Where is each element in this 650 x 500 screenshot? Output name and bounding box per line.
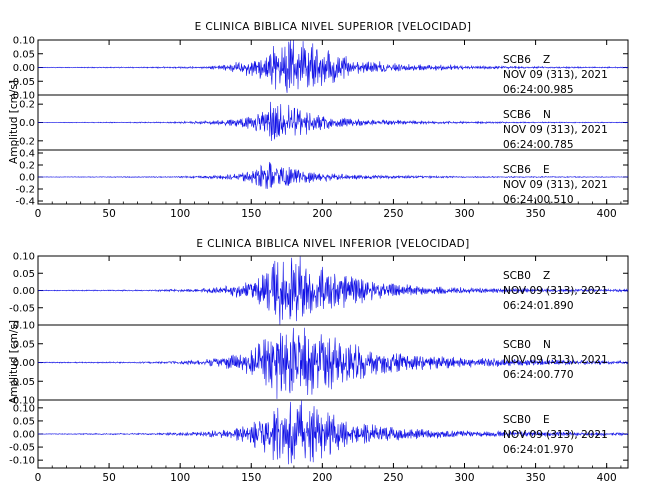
trace-info: SCB6 Z NOV 09 (313), 2021 06:24:00.985 (503, 54, 608, 96)
y-tick-label: 0.05 (13, 49, 35, 60)
chart-1: E CLINICA BIBLICA NIVEL SUPERIOR [VELOCI… (8, 21, 629, 220)
record-time: 06:24:00.985 (503, 84, 574, 96)
y-tick-label: 0.10 (13, 252, 35, 263)
x-tick-label: 100 (170, 208, 190, 220)
record-date: NOV 09 (313), 2021 (503, 179, 608, 191)
x-tick-label: 0 (35, 208, 42, 220)
y-axis-label: Amplitud [cm/s] (8, 80, 20, 164)
record-date: NOV 09 (313), 2021 (503, 69, 608, 81)
y-tick-label: -0.05 (9, 77, 35, 88)
chart-title: E CLINICA BIBLICA NIVEL INFERIOR [VELOCI… (196, 238, 469, 250)
x-tick-label: 0 (35, 472, 42, 484)
x-tick-label: 150 (241, 472, 261, 484)
trace-info: SCB0 Z NOV 09 (313), 2021 06:24:01.890 (503, 270, 608, 312)
x-tick-label: 100 (170, 472, 190, 484)
waveform-trace (37, 161, 629, 189)
y-tick-label: 0.2 (19, 161, 35, 172)
component-code: E (543, 164, 550, 176)
trace-info: SCB6 E NOV 09 (313), 2021 06:24:00.510 (503, 164, 608, 206)
trace-panel-scb6-z: 0.10 0.05 0.00 -0.05 -0.10 SCB6 Z NOV 09 (313),… (9, 36, 629, 102)
y-tick-label: -0.10 (9, 91, 35, 102)
component-code: E (543, 414, 550, 426)
station-code: SCB0 (503, 339, 531, 351)
waveform-trace (37, 327, 629, 399)
x-tick-label: 400 (597, 208, 617, 220)
record-time: 06:24:01.890 (503, 300, 574, 312)
y-tick-label: -0.10 (9, 456, 35, 467)
y-tick-label: 0.2 (19, 100, 35, 111)
waveform-trace (37, 256, 629, 325)
record-date: NOV 09 (313), 2021 (503, 285, 608, 297)
y-tick-label: 0.0 (19, 173, 35, 184)
x-axis: 0 50 100 150 200 250 300 350 400 (35, 256, 622, 484)
trace-info: SCB0 E NOV 09 (313), 2021 06:24:01.970 (503, 414, 608, 456)
trace-panel-scb0-z: 0.10 0.05 0.00 -0.05 SCB0 Z NOV 09 (313), 2021… (9, 252, 629, 326)
y-tick-label: -0.05 (9, 377, 35, 388)
y-tick-label: -0.4 (15, 197, 35, 208)
y-tick-label: -0.2 (15, 136, 35, 147)
station-code: SCB6 (503, 164, 531, 176)
x-tick-label: 50 (102, 472, 115, 484)
waveform-trace (37, 101, 629, 141)
component-code: N (543, 109, 551, 121)
x-tick-label: 50 (102, 208, 115, 220)
station-code: SCB0 (503, 414, 531, 426)
y-tick-label: -0.2 (15, 185, 35, 196)
trace-info: SCB0 N NOV 09 (313), 2021 06:24:00.770 (503, 339, 608, 381)
x-tick-label: 350 (526, 472, 546, 484)
record-date: NOV 09 (313), 2021 (503, 354, 608, 366)
record-time: 06:24:01.970 (503, 444, 574, 456)
x-tick-label: 200 (312, 472, 332, 484)
trace-panel-scb0-e: 0.10 0.05 0.00 -0.05 -0.10 SCB0 E NOV 09 (313),… (9, 399, 629, 469)
record-date: NOV 09 (313), 2021 (503, 429, 608, 441)
component-code: Z (543, 54, 550, 66)
y-tick-label: -0.05 (9, 443, 35, 454)
record-time: 06:24:00.510 (503, 194, 574, 206)
y-tick-label: 0.00 (13, 63, 35, 74)
record-time: 06:24:00.770 (503, 369, 574, 381)
component-code: Z (543, 270, 550, 282)
x-tick-label: 250 (383, 472, 403, 484)
y-tick-label: 0.0 (19, 118, 35, 129)
chart-2: E CLINICA BIBLICA NIVEL INFERIOR [VELOCI… (8, 238, 629, 484)
y-tick-label: 0.10 (13, 321, 35, 332)
y-tick-label: 0.00 (13, 430, 35, 441)
waveform-trace (37, 40, 629, 93)
station-code: SCB6 (503, 109, 531, 121)
x-tick-label: 200 (312, 208, 332, 220)
x-tick-label: 300 (454, 208, 474, 220)
x-tick-label: 300 (454, 472, 474, 484)
y-tick-label: 0.05 (13, 416, 35, 427)
y-tick-label: -0.05 (9, 303, 35, 314)
chart-title: E CLINICA BIBLICA NIVEL SUPERIOR [VELOCI… (195, 21, 472, 33)
trace-panel-scb6-e: 0.40.20.0-0.2-0.4 SCB6 E NOV 09 (313), 2021… (15, 149, 629, 208)
trace-panel-scb0-n: 0.10 0.05 0.00 -0.05 -0.10 SCB0 N NOV 09 (313),… (9, 321, 629, 407)
y-tick-label: 0.00 (13, 358, 35, 369)
y-tick-label: -0.10 (9, 396, 35, 407)
component-code: N (543, 339, 551, 351)
trace-panel-scb6-n: 0.2 0.0 -0.2 SCB6 N NOV 09 (313), 2021 06:24:0… (15, 94, 629, 151)
y-tick-label: 0.10 (13, 403, 35, 414)
x-tick-label: 150 (241, 208, 261, 220)
waveform-trace (37, 400, 629, 465)
y-tick-label: 0.05 (13, 339, 35, 350)
x-tick-label: 250 (383, 208, 403, 220)
y-tick-label: 0.05 (13, 269, 35, 280)
station-code: SCB0 (503, 270, 531, 282)
station-code: SCB6 (503, 54, 531, 66)
record-time: 06:24:00.785 (503, 139, 574, 151)
y-axis-label: Amplitud [cm/s] (8, 320, 20, 404)
x-tick-label: 400 (597, 472, 617, 484)
x-tick-label: 350 (526, 208, 546, 220)
trace-info: SCB6 N NOV 09 (313), 2021 06:24:00.785 (503, 109, 608, 151)
record-date: NOV 09 (313), 2021 (503, 124, 608, 136)
y-tick-label: 0.10 (13, 36, 35, 47)
x-axis: 0 50 100 150 200 250 300 350 400 (35, 40, 622, 220)
y-tick-label: 0.4 (19, 149, 35, 160)
y-tick-label: 0.00 (13, 286, 35, 297)
